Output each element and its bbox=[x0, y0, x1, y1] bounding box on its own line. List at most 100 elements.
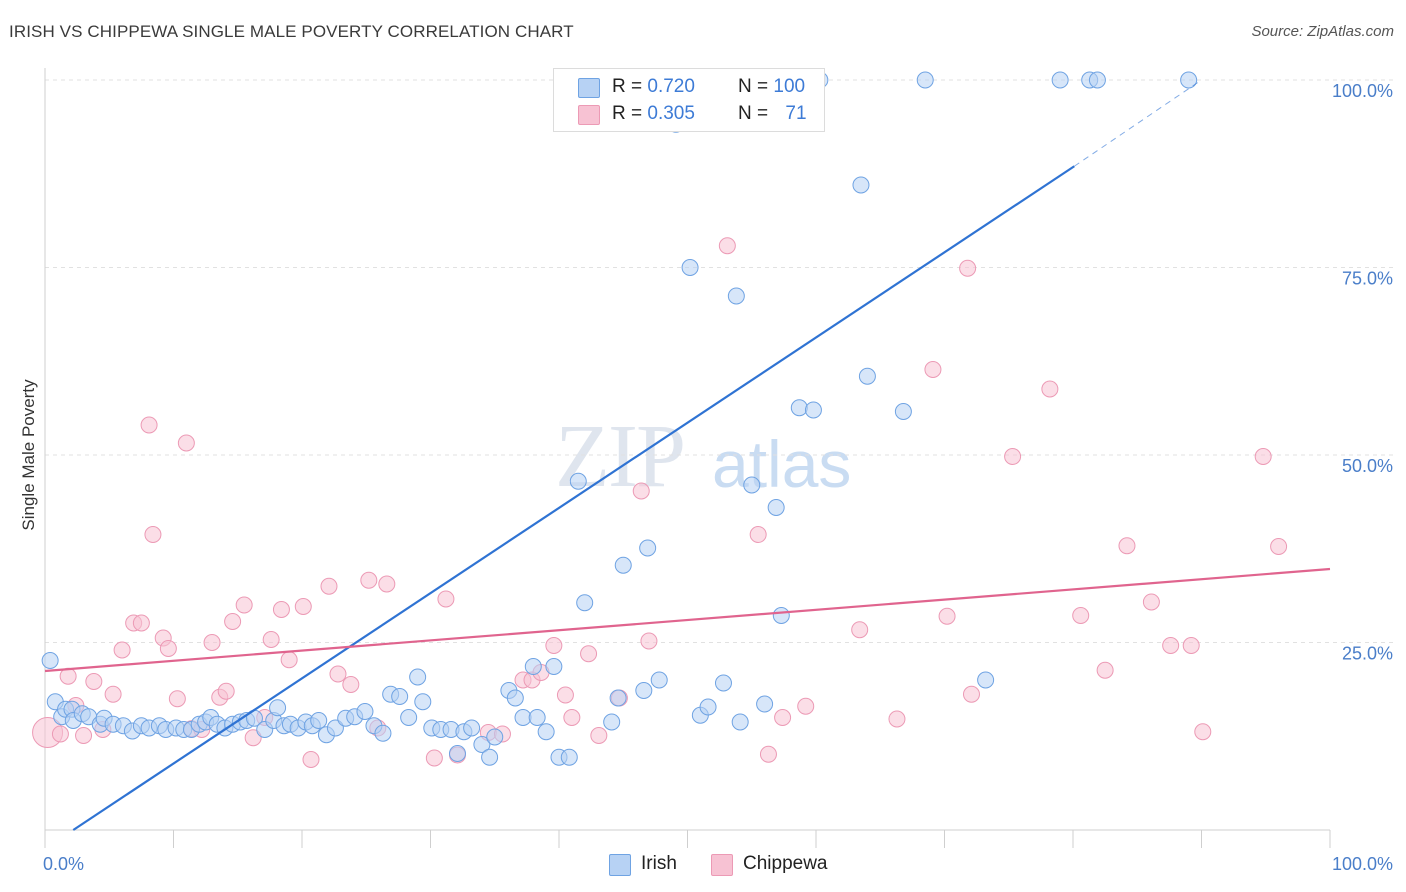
irish-point bbox=[545, 658, 563, 675]
chippewa-point bbox=[244, 729, 262, 747]
axes bbox=[44, 68, 1331, 848]
irish-swatch bbox=[578, 78, 600, 98]
chippewa-point bbox=[342, 676, 360, 693]
irish-point bbox=[560, 748, 578, 766]
y-tick-label: 100.0% bbox=[1332, 81, 1393, 101]
irish-point bbox=[743, 476, 761, 494]
irish-point bbox=[356, 703, 374, 720]
chippewa-point bbox=[718, 237, 736, 255]
irish-point bbox=[486, 728, 504, 746]
chippewa-swatch bbox=[578, 105, 600, 125]
irish-points bbox=[41, 71, 1198, 766]
chippewa-legend-swatch bbox=[711, 854, 733, 876]
irish-point bbox=[576, 594, 594, 612]
irish-point bbox=[463, 719, 481, 737]
chippewa-point bbox=[1041, 380, 1059, 398]
chippewa-point bbox=[262, 631, 280, 648]
chippewa-point bbox=[159, 640, 177, 657]
chippewa-point bbox=[75, 727, 93, 744]
irish-point bbox=[639, 539, 657, 557]
irish-point bbox=[326, 719, 344, 737]
irish-point bbox=[767, 499, 785, 516]
grid-lines bbox=[45, 79, 1395, 643]
chippewa-trend-line bbox=[44, 567, 1331, 673]
chippewa-point bbox=[1072, 607, 1090, 624]
chippewa-point bbox=[217, 682, 235, 700]
irish-point bbox=[858, 367, 876, 385]
chippewa-n-value: 71 bbox=[785, 103, 807, 124]
irish-point bbox=[569, 472, 587, 490]
chippewa-point bbox=[556, 686, 574, 704]
irish-point bbox=[614, 556, 632, 574]
irish-r-value: 0.720 bbox=[647, 76, 695, 97]
chippewa-point bbox=[168, 690, 186, 708]
chippewa-point bbox=[272, 601, 290, 618]
irish-point bbox=[727, 287, 745, 305]
irish-point bbox=[609, 689, 627, 707]
irish-point bbox=[772, 607, 790, 624]
chippewa-point bbox=[590, 727, 608, 744]
chippewa-point bbox=[774, 709, 792, 726]
chippewa-point bbox=[360, 571, 378, 589]
x-tick-label: 100.0% bbox=[1332, 854, 1393, 874]
irish-point bbox=[756, 695, 774, 713]
chippewa-point bbox=[1254, 448, 1272, 465]
irish-point bbox=[852, 176, 870, 194]
chippewa-point bbox=[329, 665, 347, 683]
chippewa-point bbox=[1182, 637, 1200, 654]
irish-point bbox=[1180, 71, 1198, 89]
irish-legend-label: Irish bbox=[641, 853, 677, 874]
chippewa-point bbox=[320, 577, 338, 595]
irish-point bbox=[524, 658, 542, 675]
trend-lines bbox=[44, 79, 1331, 831]
irish-point bbox=[977, 671, 995, 689]
series-legend: Irish Chippewa bbox=[0, 852, 1406, 880]
chippewa-point bbox=[797, 697, 815, 715]
chippewa-r-value: 0.305 bbox=[647, 103, 695, 124]
chippewa-point bbox=[1270, 538, 1288, 555]
chippewa-point bbox=[749, 526, 767, 543]
irish-point bbox=[804, 401, 822, 419]
chippewa-point bbox=[104, 685, 122, 703]
irish-trend-line bbox=[72, 165, 1075, 831]
chippewa-legend-label: Chippewa bbox=[743, 853, 828, 874]
irish-n-label: N = bbox=[738, 76, 774, 97]
chippewa-point bbox=[437, 590, 455, 608]
irish-point bbox=[537, 723, 555, 741]
chippewa-point bbox=[545, 637, 563, 654]
chippewa-point bbox=[1162, 637, 1180, 654]
chippewa-point bbox=[235, 596, 253, 614]
y-tick-label: 50.0% bbox=[1342, 456, 1393, 476]
axis-labels: 25.0% 50.0% 75.0% 100.0% 0.0% 100.0% Single Ma… bbox=[19, 81, 1393, 874]
irish-point bbox=[1051, 71, 1069, 89]
irish-point bbox=[400, 709, 418, 726]
irish-point bbox=[714, 674, 732, 692]
chippewa-point bbox=[938, 607, 956, 625]
chippewa-point bbox=[280, 651, 298, 669]
chippewa-point bbox=[51, 725, 69, 743]
chippewa-point bbox=[632, 482, 650, 500]
chippewa-point bbox=[959, 259, 977, 277]
irish-point bbox=[269, 699, 287, 717]
chippewa-point bbox=[1004, 448, 1022, 465]
irish-point bbox=[391, 688, 409, 705]
irish-point bbox=[448, 745, 466, 762]
chippewa-point bbox=[294, 598, 312, 615]
chippewa-point bbox=[140, 416, 158, 434]
irish-point bbox=[681, 259, 699, 276]
chart-title: IRISH VS CHIPPEWA SINGLE MALE POVERTY CO… bbox=[9, 22, 574, 41]
chippewa-point bbox=[962, 685, 980, 703]
irish-point bbox=[310, 712, 328, 729]
irish-point bbox=[699, 698, 717, 716]
irish-point bbox=[650, 671, 668, 689]
correlation-legend: R = 0.720 N = 100 R = 0.305 N = 71 bbox=[553, 68, 825, 132]
irish-point bbox=[481, 748, 499, 766]
y-tick-label: 75.0% bbox=[1342, 269, 1393, 289]
chippewa-point bbox=[113, 641, 131, 659]
chippewa-point bbox=[1096, 661, 1114, 679]
chippewa-point bbox=[132, 614, 150, 632]
chippewa-point bbox=[378, 575, 396, 593]
y-axis-title: Single Male Poverty bbox=[19, 379, 38, 531]
chippewa-point bbox=[302, 751, 320, 768]
chippewa-point bbox=[1194, 723, 1212, 741]
